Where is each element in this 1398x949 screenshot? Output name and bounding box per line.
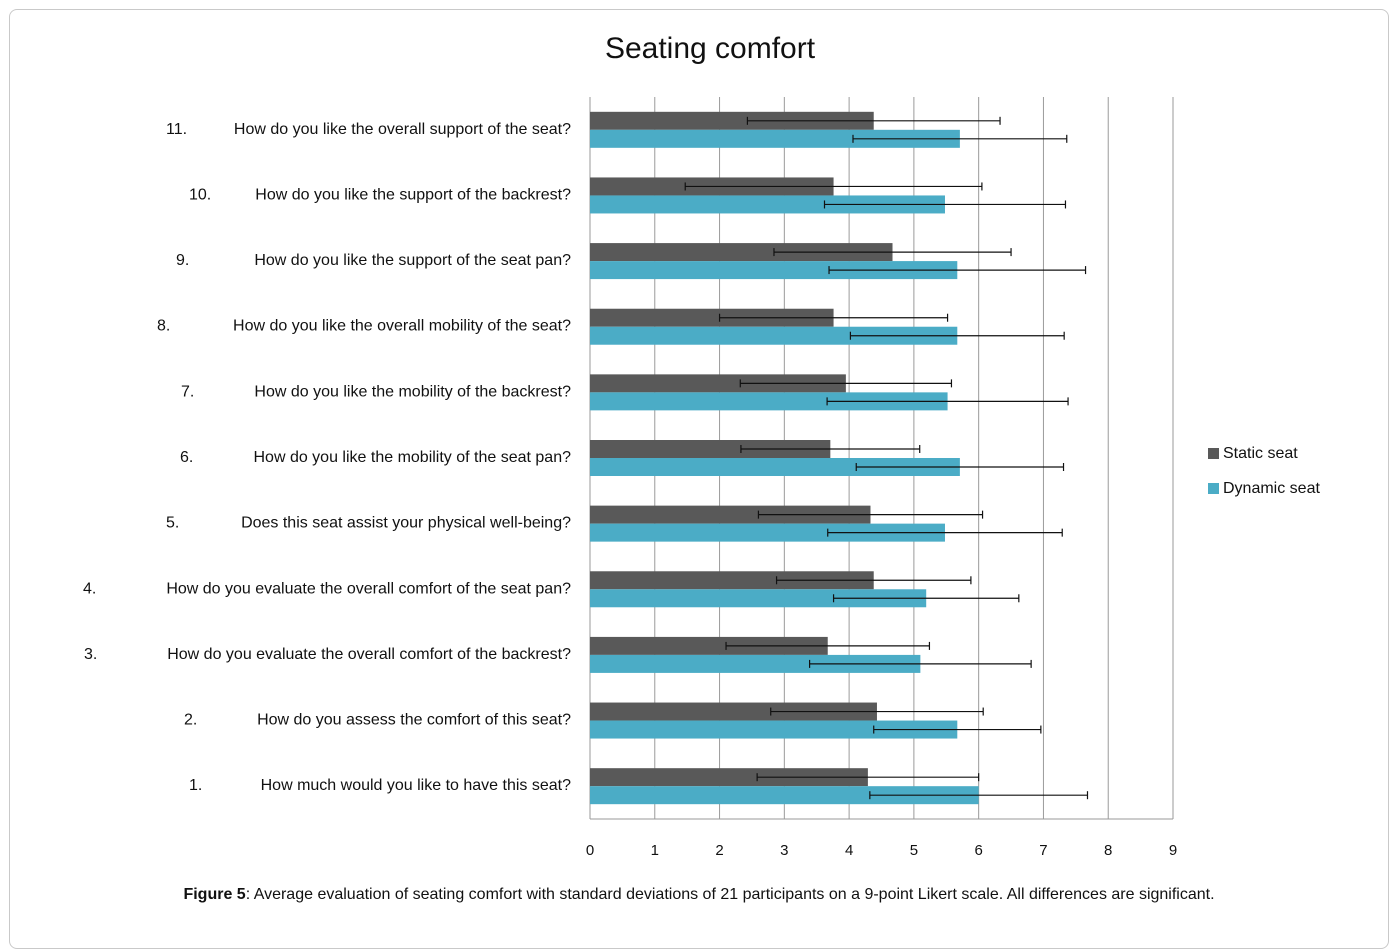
bar-static-q9 (590, 243, 893, 262)
chart-title: Seating comfort (605, 32, 816, 65)
bar-dynamic-q6 (590, 458, 960, 476)
figure-caption: Figure 5: Average evaluation of seating … (0, 886, 1398, 904)
error-bar-static-q5 (757, 510, 984, 519)
category-label-q11: How do you like the overall support of t… (234, 121, 571, 138)
bar-dynamic-q8 (590, 326, 958, 345)
category-label-q8: How do you like the overall mobility of … (233, 318, 571, 335)
category-label-q4: How do you evaluate the overall comfort … (166, 580, 571, 597)
category-number-q6: 6. (180, 449, 193, 466)
bar-dynamic-q9 (590, 261, 958, 280)
bar-static-q6 (590, 440, 831, 458)
category-label-q1: How much would you like to have this sea… (261, 777, 571, 794)
bar-dynamic-q7 (590, 392, 948, 411)
category-number-q3: 3. (84, 646, 97, 663)
bar-dynamic-q4 (590, 589, 927, 608)
bar-static-q11 (590, 111, 874, 130)
category-number-q10: 10. (189, 186, 211, 203)
error-bar-dynamic-q11 (852, 134, 1068, 143)
bar-dynamic-q1 (590, 786, 979, 805)
category-label-q10: How do you like the support of the backr… (255, 186, 571, 203)
bar-dynamic-q2 (590, 720, 958, 739)
error-bar-dynamic-q5 (827, 528, 1063, 537)
error-bar-static-q3 (725, 641, 931, 650)
bar-static-q8 (590, 308, 834, 327)
error-bar-dynamic-q8 (849, 331, 1065, 340)
category-number-q2: 2. (184, 712, 197, 729)
error-bar-static-q7 (739, 379, 953, 388)
category-number-q4: 4. (83, 580, 96, 597)
category-label-q6: How do you like the mobility of the seat… (253, 449, 571, 466)
bar-static-q4 (590, 571, 874, 590)
category-number-q1: 1. (189, 777, 202, 794)
error-bar-static-q9 (773, 248, 1012, 257)
x-tick-label-7: 7 (1039, 842, 1047, 859)
bar-static-q3 (590, 636, 828, 655)
bar-static-q1 (590, 768, 868, 787)
bar-static-q7 (590, 374, 846, 393)
error-bar-static-q11 (746, 116, 1001, 125)
error-bar-static-q8 (718, 313, 949, 322)
category-number-q11: 11. (166, 121, 187, 138)
category-label-q7: How do you like the mobility of the back… (254, 383, 571, 400)
bar-dynamic-q5 (590, 523, 945, 542)
figure-caption-label: Figure 5 (183, 886, 246, 903)
x-tick-label-9: 9 (1169, 842, 1177, 859)
bar-dynamic-q11 (590, 129, 960, 148)
error-bar-dynamic-q3 (808, 659, 1032, 668)
category-label-q9: How do you like the support of the seat … (254, 252, 571, 269)
error-bar-dynamic-q10 (823, 200, 1067, 209)
x-tick-label-4: 4 (845, 842, 853, 859)
x-tick-label-5: 5 (910, 842, 918, 859)
legend-swatch-static (1208, 448, 1219, 459)
bar-dynamic-q3 (590, 654, 921, 673)
error-bar-static-q6 (740, 445, 921, 453)
legend-label-dynamic: Dynamic seat (1223, 480, 1320, 497)
category-labels: 11. How do you like the overall support o… (83, 121, 571, 794)
x-tick-label-0: 0 (586, 842, 594, 859)
bar-static-q2 (590, 702, 877, 721)
x-tick-label-3: 3 (780, 842, 788, 859)
x-tick-label-1: 1 (651, 842, 659, 859)
error-bar-static-q4 (775, 576, 972, 585)
category-label-q5: Does this seat assist your physical well… (241, 515, 571, 532)
category-label-q2: How do you assess the comfort of this se… (257, 712, 571, 729)
bar-static-q5 (590, 505, 871, 524)
x-tick-label-2: 2 (715, 842, 723, 859)
gridlines (589, 97, 1174, 819)
error-bar-dynamic-q1 (869, 791, 1089, 800)
category-number-q7: 7. (181, 383, 194, 400)
error-bar-dynamic-q4 (832, 594, 1020, 603)
error-bars (684, 116, 1089, 800)
legend: Static seat Dynamic seat (1208, 445, 1320, 497)
category-number-q5: 5. (166, 515, 179, 532)
error-bar-static-q10 (684, 182, 983, 191)
error-bar-dynamic-q2 (873, 725, 1042, 734)
error-bar-dynamic-q7 (826, 397, 1069, 406)
error-bar-dynamic-q6 (855, 463, 1065, 471)
category-number-q8: 8. (157, 318, 170, 335)
bars (590, 111, 979, 805)
legend-label-static: Static seat (1223, 445, 1298, 462)
error-bar-static-q1 (756, 773, 980, 782)
seating-comfort-chart: Seating comfort 0 1 2 3 4 5 6 7 8 9 11. How do you… (83, 32, 1320, 859)
category-label-q3: How do you evaluate the overall comfort … (167, 646, 571, 663)
x-tick-label-8: 8 (1104, 842, 1112, 859)
error-bar-static-q2 (770, 707, 984, 716)
x-axis: 0 1 2 3 4 5 6 7 8 9 (586, 818, 1177, 859)
x-tick-label-6: 6 (974, 842, 982, 859)
bar-dynamic-q10 (590, 195, 945, 214)
category-number-q9: 9. (176, 252, 189, 269)
error-bar-dynamic-q9 (828, 266, 1087, 275)
figure-caption-text: : Average evaluation of seating comfort … (245, 886, 1215, 903)
legend-swatch-dynamic (1208, 483, 1219, 494)
